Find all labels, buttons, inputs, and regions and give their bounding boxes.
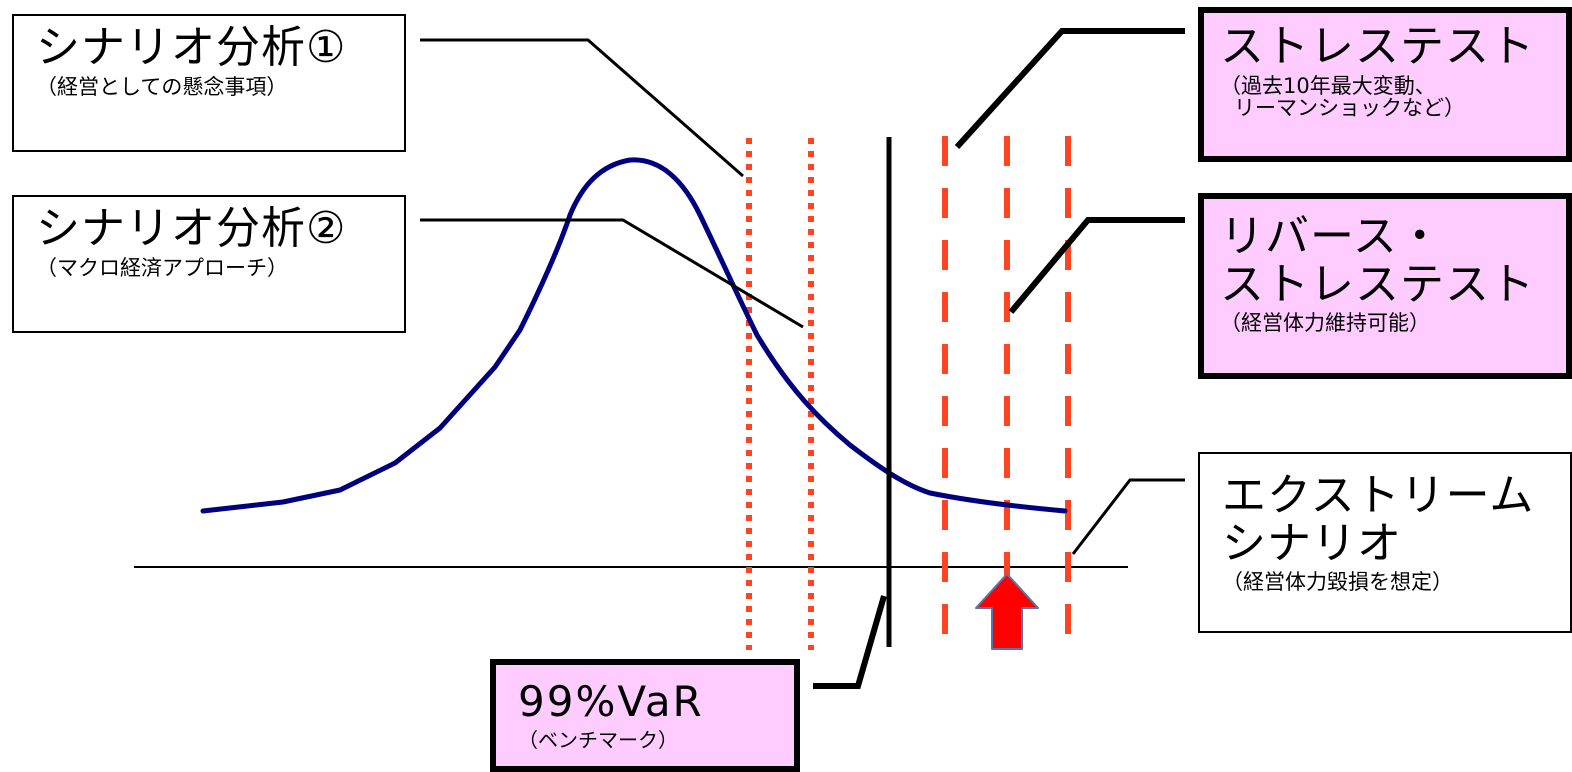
scenario2-label-box: シナリオ分析② （マクロ経済アプローチ） [12,195,406,333]
reverse-stress-test-label-box: リバース・ ストレステスト （経営体力維持可能） [1198,193,1572,379]
extreme-scenario-title-line2: シナリオ [1222,517,1402,569]
stress-test-subtitle-line2: リーマンショックなど） [1234,96,1465,121]
extreme-scenario-title-line1: エクストリーム [1222,470,1535,521]
var-title: 99%VaR [518,677,704,726]
scenario1-leader-line [420,38,744,178]
reverse-stress-title-line2: ストレステスト [1220,258,1535,310]
var-subtitle: （ベンチマーク） [518,728,678,753]
scenario1-label-box: シナリオ分析① （経営としての懸念事項） [12,14,406,152]
scenario1-title: シナリオ分析① [36,22,347,73]
reverse-stress-title-line1: リバース・ [1220,211,1443,262]
var-leader-line [813,595,887,689]
extreme-scenario-subtitle: （経営体力毀損を想定） [1222,570,1453,595]
extreme-scenario-leader-line [1071,478,1185,555]
stress-test-leader-line [954,28,1185,150]
stress-test-label-box: ストレステスト （過去10年最大変動、 リーマンショックなど） [1198,7,1572,162]
reverse-stress-subtitle: （経営体力維持可能） [1220,311,1430,336]
scenario2-leader-line [420,218,804,329]
stress-test-title: ストレステスト [1220,21,1535,72]
stress-test-subtitle-line1: （過去10年最大変動、 [1220,73,1436,98]
reverse-stress-leader-line [1008,217,1185,314]
extreme-scenario-label-box: エクストリーム シナリオ （経営体力毀損を想定） [1198,452,1572,633]
var-benchmark-label-box: 99%VaR （ベンチマーク） [490,659,800,772]
scenario2-title: シナリオ分析② [36,203,347,254]
up-arrow-icon [975,573,1039,650]
scenario1-subtitle: （経営としての懸念事項） [36,74,288,99]
loss-distribution-curve [200,157,1068,514]
scenario2-subtitle: （マクロ経済アプローチ） [36,255,288,280]
